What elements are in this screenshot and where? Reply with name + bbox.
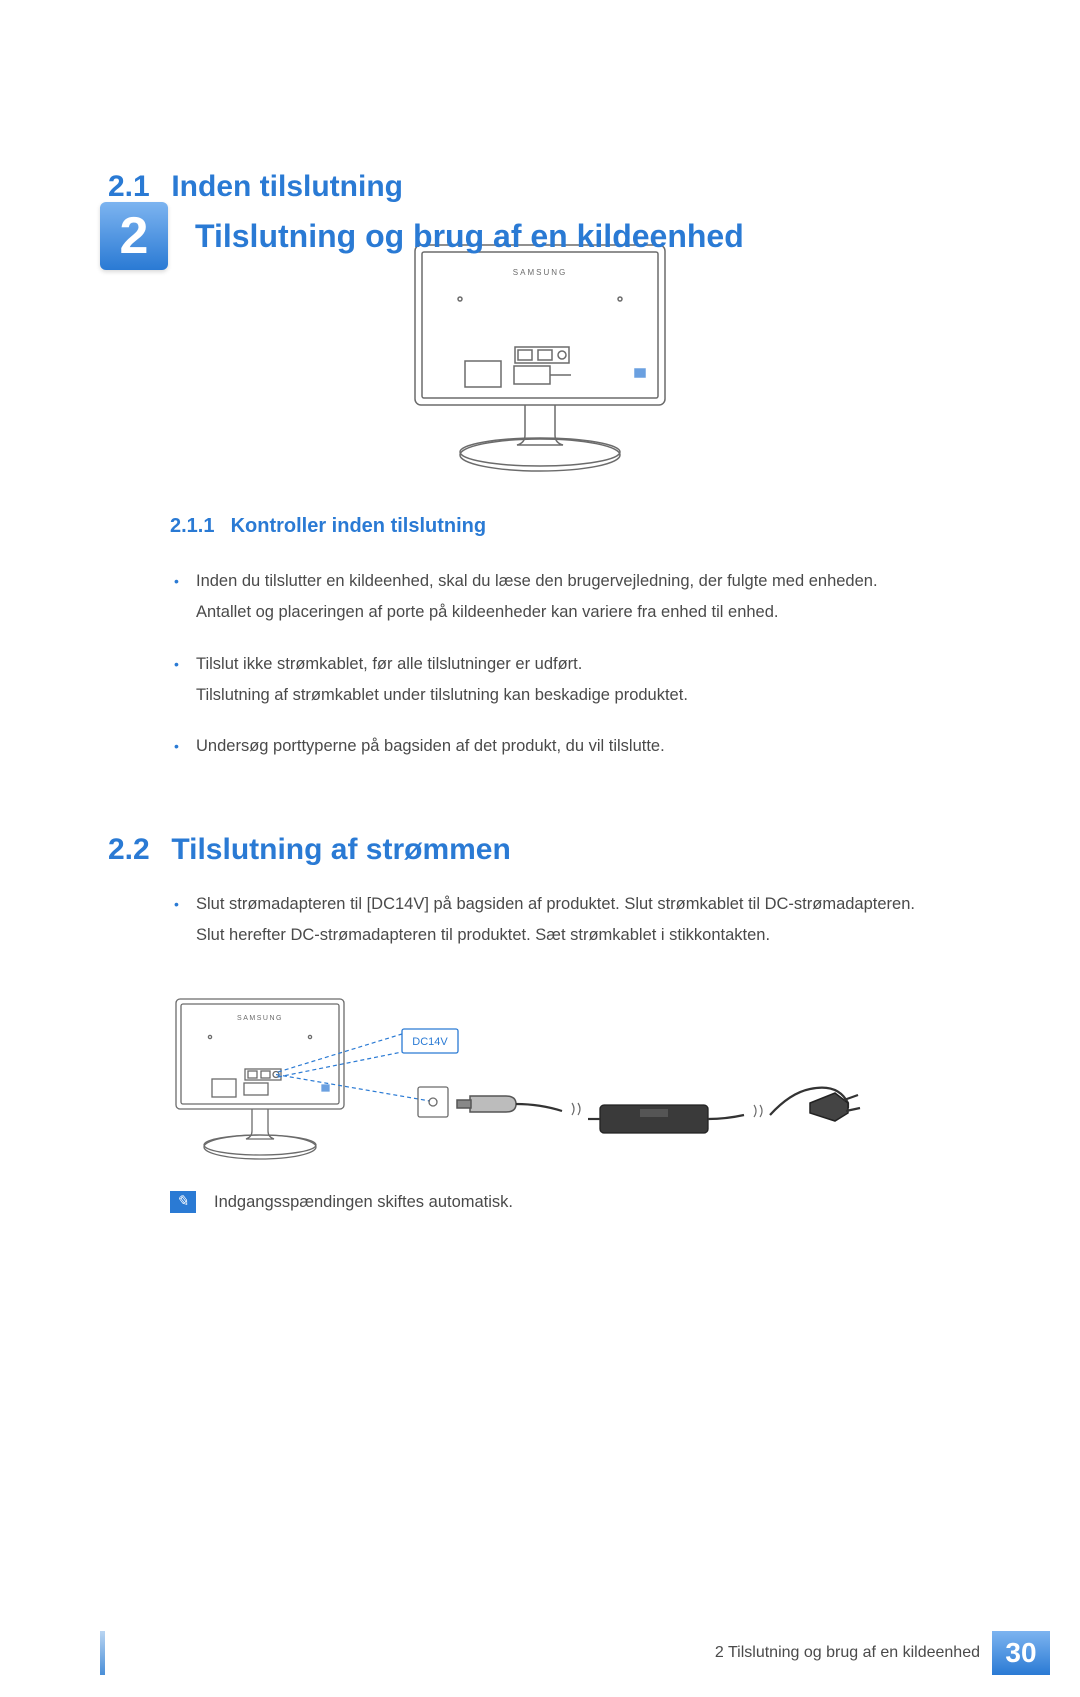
note-text: Indgangsspændingen skiftes automatisk.: [214, 1193, 513, 1212]
section-2-2-num: 2.2: [108, 833, 163, 867]
section-2-1-1-title: Kontroller inden tilslutning: [231, 515, 487, 537]
section-2-1-title: Inden tilslutning: [171, 170, 403, 203]
chapter-badge: 2: [100, 202, 168, 270]
note-row: Indgangsspændingen skiftes automatisk.: [170, 1191, 1080, 1213]
list-item: Slut strømadapteren til [DC14V] på bagsi…: [188, 889, 980, 952]
section-2-2-heading: 2.2 Tilslutning af strømmen: [108, 833, 1080, 867]
list-text: Undersøg porttyperne på bagsiden af det …: [196, 737, 665, 755]
section-2-1-1-num: 2.1.1: [170, 515, 225, 538]
page-footer: 2 Tilslutning og brug af en kildeenhed 3…: [0, 1631, 1080, 1675]
note-icon: [170, 1191, 196, 1213]
chapter-title: Tilslutning og brug af en kildeenhed: [195, 218, 744, 255]
monitor-rear-figure: SAMSUNG: [405, 239, 675, 477]
section-2-1-1-heading: 2.1.1 Kontroller inden tilslutning: [170, 515, 1080, 538]
svg-text:SAMSUNG: SAMSUNG: [513, 268, 567, 277]
checklist-before-connecting: Inden du tilslutter en kildeenhed, skal …: [188, 566, 980, 763]
list-text: Inden du tilslutter en kildeenhed, skal …: [196, 572, 878, 590]
chapter-number: 2: [120, 210, 149, 262]
footer-breadcrumb: 2 Tilslutning og brug af en kildeenhed: [715, 1644, 980, 1662]
footer-accent-bar: [100, 1631, 105, 1675]
section-2-1-num: 2.1: [108, 170, 163, 204]
section-2-2-title: Tilslutning af strømmen: [171, 833, 510, 866]
list-text: Tilslut ikke strømkablet, før alle tilsl…: [196, 655, 582, 673]
section-2-1-heading: 2.1 Inden tilslutning: [108, 170, 1080, 204]
list-text: Slut strømadapteren til [DC14V] på bagsi…: [196, 895, 915, 913]
list-item: Tilslut ikke strømkablet, før alle tilsl…: [188, 649, 980, 712]
list-item: Inden du tilslutter en kildeenhed, skal …: [188, 566, 980, 629]
list-text: Slut herefter DC-strømadapteren til prod…: [196, 926, 770, 944]
footer-page-number: 30: [992, 1631, 1050, 1675]
list-text: Antallet og placeringen af porte på kild…: [196, 603, 778, 621]
svg-text:SAMSUNG: SAMSUNG: [237, 1015, 283, 1022]
list-item: Undersøg porttyperne på bagsiden af det …: [188, 731, 980, 762]
power-connection-steps: Slut strømadapteren til [DC14V] på bagsi…: [188, 889, 980, 952]
svg-text:DC14V: DC14V: [412, 1036, 448, 1048]
power-connection-figure: SAMSUNG DC14V: [170, 993, 870, 1168]
list-text: Tilslutning af strømkablet under tilslut…: [196, 686, 688, 704]
